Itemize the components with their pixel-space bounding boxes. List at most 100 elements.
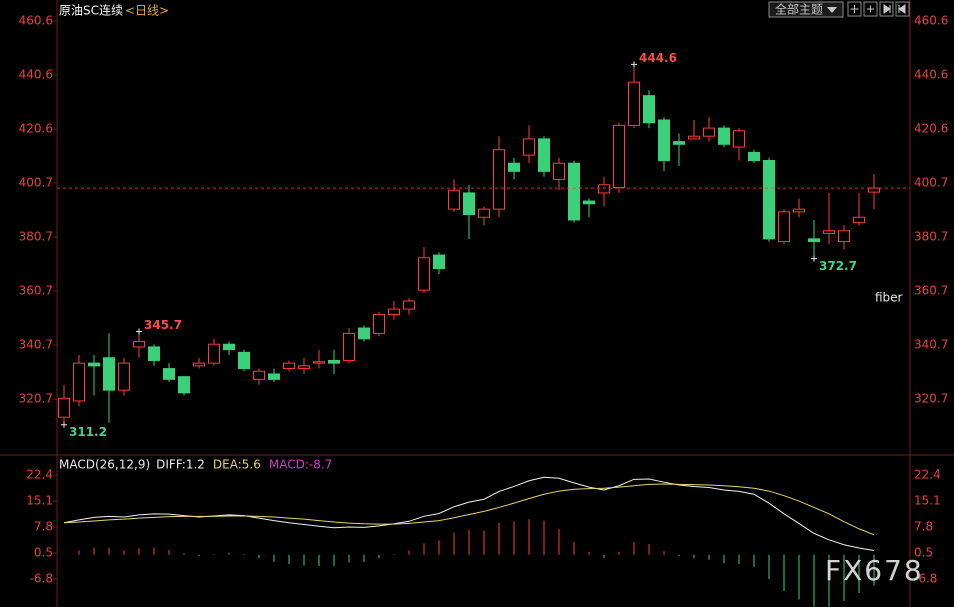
y-tick-label: 22.4 <box>914 468 941 482</box>
icon-button[interactable] <box>847 1 862 17</box>
candle-body <box>373 314 385 334</box>
candle-body <box>688 135 700 140</box>
macd-title: MACD(26,12,9) <box>59 458 150 472</box>
y-tick-label: 400.7 <box>914 175 948 189</box>
icon-glyph <box>850 5 859 13</box>
candle-body <box>388 308 400 316</box>
extreme-marker <box>136 328 142 335</box>
y-tick-label: 0.5 <box>914 545 933 559</box>
icon-glyph <box>898 4 906 14</box>
candle-body <box>763 160 775 240</box>
y-tick-label: 440.6 <box>914 68 948 82</box>
candle-body <box>718 127 730 145</box>
low-annotation: 311.2 <box>69 425 107 439</box>
icon-glyph <box>883 4 891 14</box>
candle-body <box>868 187 880 193</box>
y-tick-label: 0.5 <box>34 545 53 559</box>
candle-body <box>628 81 640 126</box>
y-tick-label: 7.8 <box>914 519 933 533</box>
extreme-marker <box>61 421 67 428</box>
period-label: <日线> <box>125 4 169 18</box>
y-tick-label: 22.4 <box>26 468 53 482</box>
candle-body <box>523 138 535 156</box>
theme-button[interactable] <box>768 1 844 18</box>
candle-body <box>778 211 790 243</box>
y-tick-label: 340.7 <box>19 338 53 352</box>
candle-body <box>178 376 190 394</box>
icon-button[interactable] <box>895 1 910 17</box>
candle-body <box>118 362 130 391</box>
candle-body <box>268 373 280 380</box>
high-annotation: 345.7 <box>144 318 182 332</box>
y-tick-label: 460.6 <box>914 14 948 28</box>
candle-body <box>493 149 505 210</box>
low-annotation: 372.7 <box>819 259 857 273</box>
y-tick-label: 360.7 <box>19 284 53 298</box>
dropdown-arrow[interactable] <box>827 7 837 13</box>
candle-body <box>358 327 370 340</box>
candle-body <box>313 361 325 364</box>
extreme-marker <box>811 255 817 262</box>
y-tick-label: -6.8 <box>30 571 53 585</box>
candle-body <box>478 208 490 218</box>
y-tick-label: 400.7 <box>19 175 53 189</box>
chart-title: 原油SC连续 <box>59 3 123 18</box>
y-tick-label: 420.6 <box>914 122 948 136</box>
candle-body <box>418 257 430 291</box>
high-annotation: 444.6 <box>639 51 677 65</box>
candle-body <box>253 370 265 380</box>
candle-body <box>433 254 445 270</box>
legend-entry: MACD:-8.7 <box>269 458 332 472</box>
y-tick-label: 440.6 <box>19 68 53 82</box>
icon-button[interactable] <box>863 1 878 17</box>
candle-body <box>448 189 460 210</box>
y-tick-label: 460.6 <box>19 14 53 28</box>
candle-body <box>328 359 340 364</box>
theme-button-label[interactable]: 全部主题 <box>775 2 823 17</box>
candle-body <box>853 216 865 224</box>
candles <box>58 64 880 425</box>
icon-glyph <box>867 5 874 13</box>
y-tick-label: 380.7 <box>19 229 53 243</box>
candle-body <box>73 362 85 402</box>
y-tick-label: 7.8 <box>34 519 53 533</box>
candle-body <box>283 362 295 370</box>
y-tick-label: 360.7 <box>914 284 948 298</box>
toolbar: 全部主题 <box>768 1 910 18</box>
candle-body <box>748 151 760 162</box>
candle-body <box>463 192 475 216</box>
candle-body <box>193 362 205 367</box>
candle-body <box>823 230 835 234</box>
candle-body <box>613 124 625 189</box>
candle-body <box>238 351 250 370</box>
y-tick-label: 15.1 <box>914 494 941 508</box>
y-tick-label: 15.1 <box>26 494 53 508</box>
candle-body <box>703 127 715 137</box>
watermark: FX678 <box>825 554 924 587</box>
annotation: fiber <box>875 291 903 305</box>
macd-line <box>63 476 875 551</box>
y-tick-label: 320.7 <box>914 392 948 406</box>
candle-body <box>103 357 115 391</box>
candle-body <box>733 130 745 148</box>
icon-button[interactable] <box>879 1 894 17</box>
candle-body <box>838 230 850 243</box>
candle-body <box>808 238 820 243</box>
candle-body <box>673 141 685 145</box>
y-tick-label: 420.6 <box>19 122 53 136</box>
y-tick-label: 340.7 <box>914 338 948 352</box>
candle-body <box>58 397 70 418</box>
candle-body <box>223 343 235 351</box>
candle-body <box>568 162 580 221</box>
candle-body <box>508 162 520 172</box>
candle-body <box>553 162 565 180</box>
candle-body <box>148 346 160 361</box>
candle-body <box>343 332 355 361</box>
legend-entry: DEA:5.6 <box>213 458 261 472</box>
y-tick-label: -6.8 <box>914 571 937 585</box>
candle-body <box>658 119 670 162</box>
candle-body <box>163 368 175 380</box>
candle-body <box>538 138 550 172</box>
